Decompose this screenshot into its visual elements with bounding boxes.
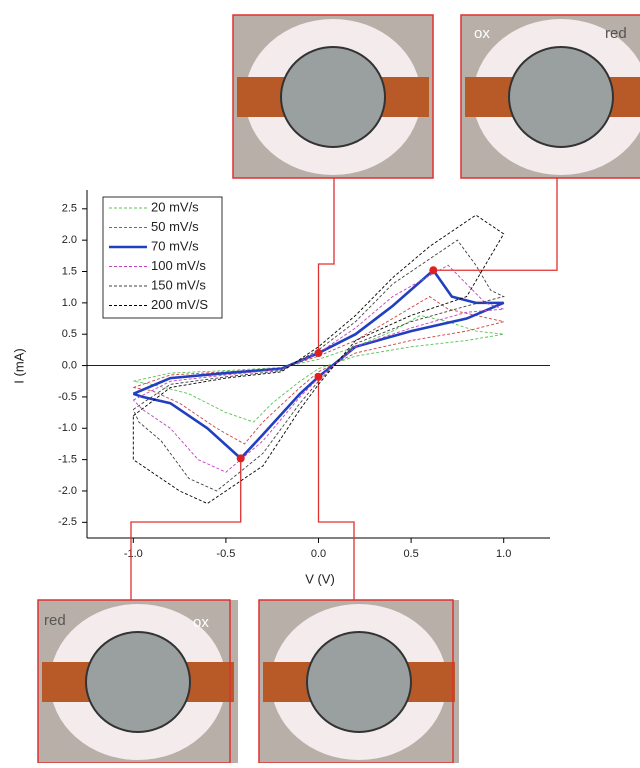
legend-label: 200 mV/S <box>151 297 208 312</box>
legend-label: 100 mV/s <box>151 258 206 273</box>
y-axis-label: I (mA) <box>11 348 26 383</box>
connector <box>317 376 355 600</box>
series-line <box>132 264 504 473</box>
photo <box>232 14 434 179</box>
connector <box>130 458 242 600</box>
photo-label: ox <box>474 25 490 42</box>
marker <box>314 349 323 358</box>
y-tick-label: 2.5 <box>62 203 77 215</box>
connector <box>433 178 558 271</box>
photo: red ox <box>37 599 239 764</box>
photo-label: red <box>44 612 66 629</box>
x-tick-label: -0.5 <box>216 548 235 560</box>
y-tick-label: 2.0 <box>62 234 77 246</box>
legend-label: 70 mV/s <box>151 238 199 253</box>
x-tick-label: 0.0 <box>311 548 326 560</box>
y-tick-label: -2.0 <box>58 485 77 497</box>
photo <box>258 599 460 764</box>
y-tick-label: 1.0 <box>62 297 77 309</box>
photo-label: ox <box>193 614 209 631</box>
legend-label: 50 mV/s <box>151 219 199 234</box>
connector <box>317 178 335 354</box>
y-tick-label: 1.5 <box>62 265 77 277</box>
x-tick-label: 1.0 <box>496 548 511 560</box>
x-tick-label: 0.5 <box>403 548 418 560</box>
marker <box>314 372 323 381</box>
marker <box>429 266 438 275</box>
y-tick-label: -1.5 <box>58 454 77 466</box>
photo-label: red <box>605 25 627 42</box>
legend-label: 150 mV/s <box>151 277 206 292</box>
y-tick-label: 0.0 <box>62 359 77 371</box>
y-tick-label: -0.5 <box>58 391 77 403</box>
series-line <box>132 239 506 492</box>
y-tick-label: 0.5 <box>62 328 77 340</box>
y-tick-label: -1.0 <box>58 422 77 434</box>
series-line <box>132 214 505 505</box>
x-tick-label: -1.0 <box>124 548 143 560</box>
x-axis-label: V (V) <box>305 571 335 586</box>
y-tick-label: -2.5 <box>58 516 77 528</box>
legend-label: 20 mV/s <box>151 199 199 214</box>
series-line <box>133 314 504 423</box>
photo: ox red <box>460 14 640 179</box>
legend-box <box>102 196 223 319</box>
series-line <box>133 296 504 445</box>
marker <box>236 454 245 463</box>
